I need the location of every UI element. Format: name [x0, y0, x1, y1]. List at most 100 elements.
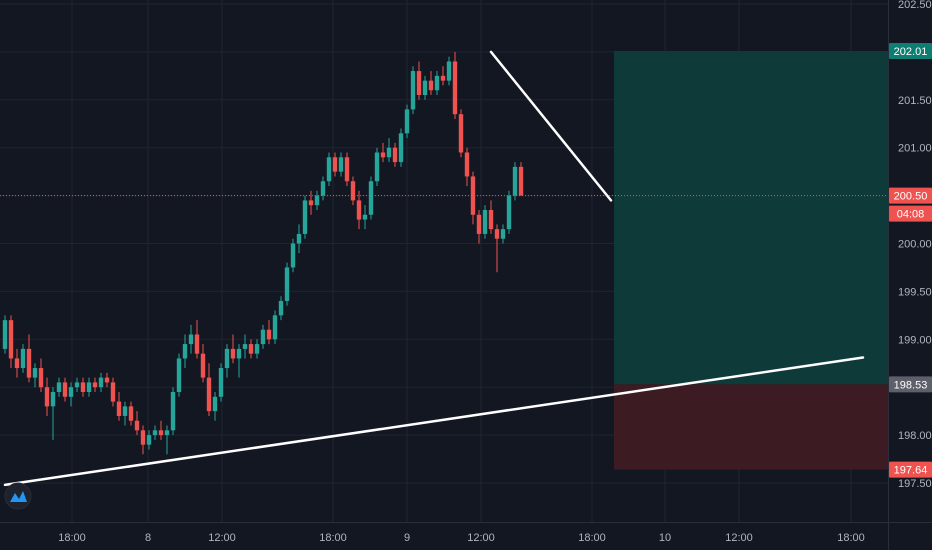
- candle: [38, 358, 44, 392]
- price-tag-label: 04:08: [897, 209, 925, 221]
- candle-body: [236, 348, 242, 359]
- candle-body: [290, 243, 296, 268]
- candle: [440, 66, 446, 86]
- candle: [446, 56, 452, 86]
- candle: [14, 348, 20, 378]
- candle: [122, 401, 128, 426]
- candle-body: [500, 229, 506, 239]
- stop-zone[interactable]: [614, 384, 888, 470]
- candle: [308, 190, 314, 215]
- candle: [416, 61, 422, 100]
- candle: [380, 142, 386, 163]
- support-trendline[interactable]: [3, 356, 865, 487]
- price-tags: 202.01 200.50 04:08 198.53 197.64: [889, 42, 932, 478]
- candle-body: [386, 147, 392, 158]
- candle-body: [272, 315, 278, 340]
- price-tag-current: 200.50: [889, 187, 932, 204]
- candle: [26, 334, 32, 383]
- candle-body: [26, 348, 32, 378]
- candle: [164, 425, 170, 455]
- candle-body: [410, 71, 416, 110]
- candle-body: [104, 377, 110, 383]
- candle-body: [458, 114, 464, 153]
- candle: [152, 425, 158, 440]
- candle-body: [488, 209, 494, 230]
- candle-body: [152, 430, 158, 436]
- candle: [62, 377, 68, 402]
- candle-body: [128, 406, 134, 421]
- candle: [386, 138, 392, 163]
- candle-body: [446, 61, 452, 81]
- candle-body: [254, 344, 260, 354]
- candle-body: [200, 353, 206, 378]
- candle: [86, 377, 92, 397]
- candle-body: [476, 214, 482, 234]
- candle-body: [140, 430, 146, 445]
- candle-body: [416, 71, 422, 96]
- trendlines[interactable]: [3, 50, 865, 487]
- candle: [314, 190, 320, 210]
- candle: [8, 315, 14, 369]
- candle: [158, 420, 164, 440]
- x-tick-label: 18:00: [58, 532, 86, 544]
- candle: [362, 205, 368, 230]
- candle: [230, 334, 236, 364]
- x-tick-label: 18:00: [837, 532, 865, 544]
- candle-body: [470, 176, 476, 215]
- candle-body: [314, 195, 320, 206]
- candle: [374, 147, 380, 187]
- candle-body: [326, 157, 332, 182]
- candle-body: [8, 320, 14, 359]
- candle: [428, 71, 434, 96]
- candle: [266, 320, 272, 345]
- candle-body: [242, 344, 248, 349]
- candle-body: [380, 152, 386, 158]
- candle-body: [362, 214, 368, 220]
- price-tag-target: 202.01: [889, 42, 932, 59]
- candle-body: [68, 387, 74, 397]
- x-tick-label: 12:00: [725, 532, 753, 544]
- candle: [134, 411, 140, 436]
- y-tick-label: 201.00: [898, 143, 932, 155]
- candle: [500, 224, 506, 244]
- x-tick-label: 9: [404, 532, 410, 544]
- position-zones[interactable]: [0, 50, 888, 470]
- candle-body: [194, 334, 200, 354]
- price-tag-label: 202.01: [894, 46, 928, 58]
- resistance-trendline[interactable]: [489, 50, 613, 202]
- candle-body: [374, 152, 380, 182]
- tradingview-logo-icon[interactable]: [4, 482, 32, 510]
- candle: [110, 377, 116, 407]
- candle: [236, 344, 242, 378]
- candle-body: [224, 348, 230, 369]
- candle: [2, 315, 8, 354]
- candle-body: [422, 80, 428, 96]
- candle: [56, 377, 62, 397]
- price-tag-box: [889, 461, 932, 478]
- candle-body: [176, 358, 182, 392]
- candle: [146, 430, 152, 450]
- x-tick-label: 10: [659, 532, 671, 544]
- candle-body: [434, 75, 440, 91]
- target-zone[interactable]: [614, 50, 888, 385]
- candle-body: [278, 300, 284, 316]
- candle: [44, 377, 50, 416]
- candle-body: [284, 267, 290, 301]
- candle: [182, 334, 188, 369]
- candle-body: [248, 344, 254, 354]
- candle: [140, 425, 146, 455]
- candle: [74, 377, 80, 392]
- candle-body: [356, 200, 362, 220]
- candle-body: [92, 382, 98, 388]
- candle: [296, 224, 302, 254]
- candle: [470, 171, 476, 225]
- candle-body: [74, 382, 80, 388]
- y-tick-label: 200.00: [898, 239, 932, 251]
- candle-body: [2, 320, 8, 349]
- candle: [326, 152, 332, 187]
- candle: [356, 190, 362, 230]
- candle: [242, 334, 248, 359]
- price-tag-label: 197.64: [894, 465, 928, 477]
